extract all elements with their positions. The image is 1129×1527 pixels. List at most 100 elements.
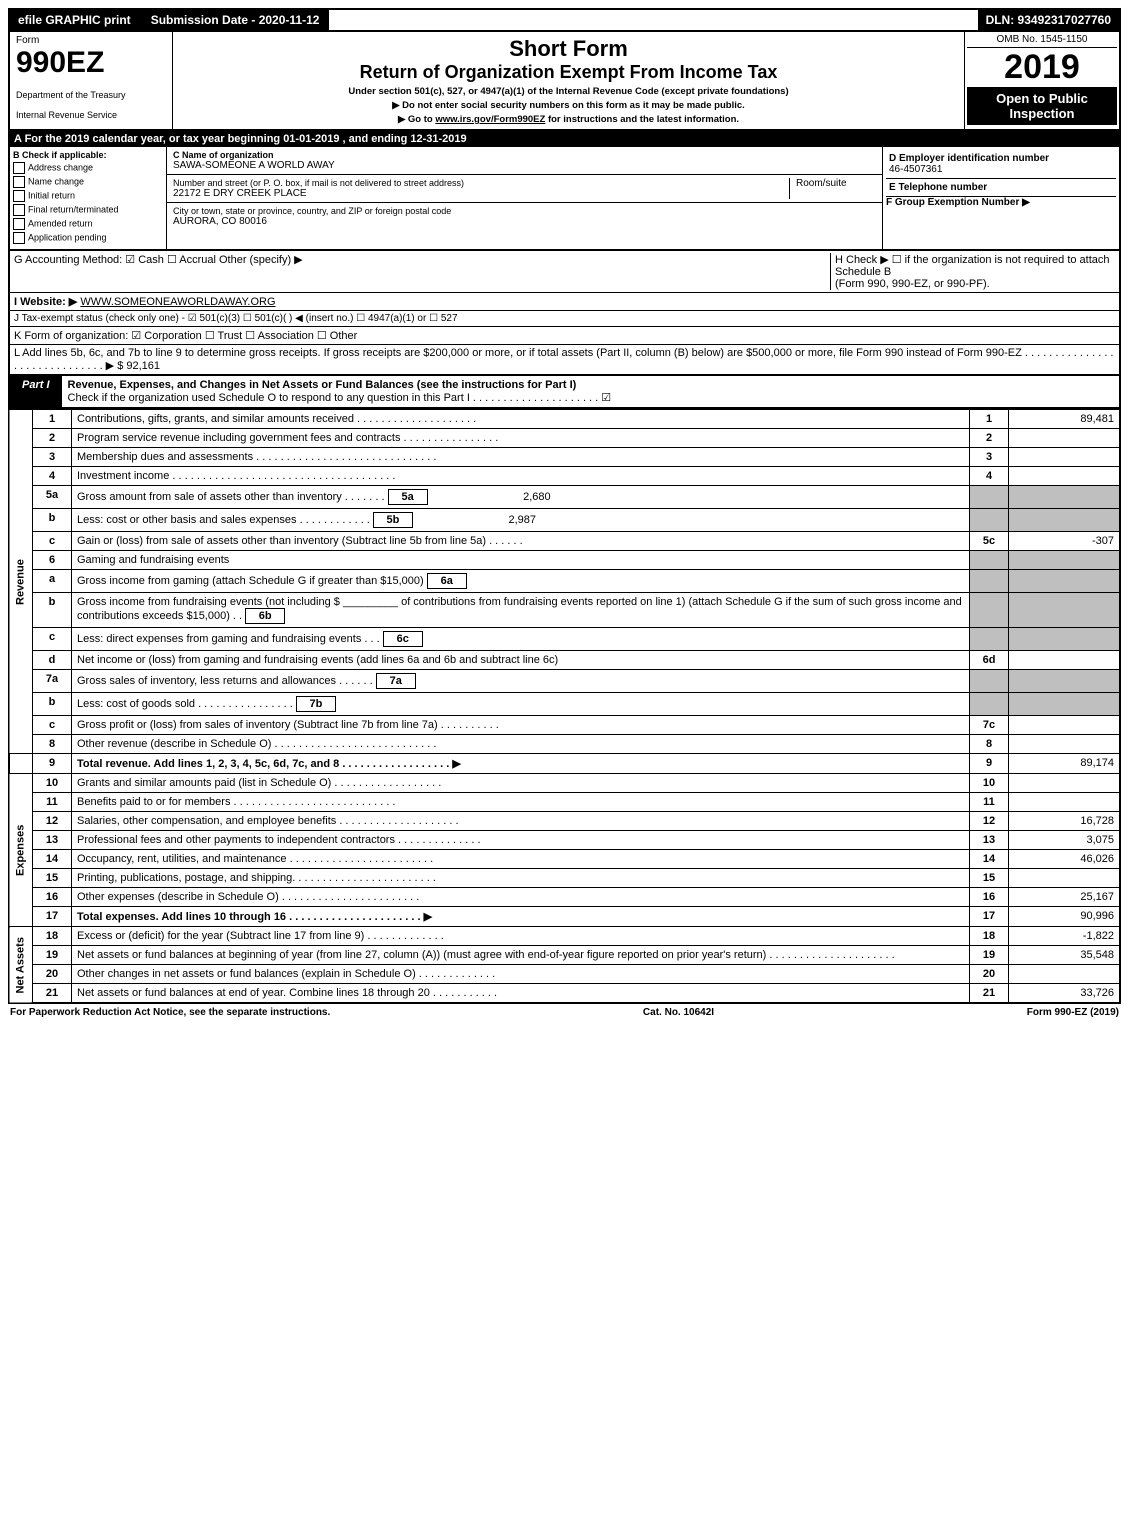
part-I-header: Part I Revenue, Expenses, and Changes in… [8,376,1121,409]
line-G: G Accounting Method: ☑ Cash ☐ Accrual Ot… [14,253,830,290]
F-label: F Group Exemption Number ▶ [886,197,1030,208]
l19-text: Net assets or fund balances at beginning… [72,946,970,965]
l21-rn: 21 [970,984,1009,1004]
efile-print-button[interactable]: efile GRAPHIC print [10,10,141,30]
l5a-num: 5a [33,486,72,509]
opt-final-return[interactable]: Final return/terminated [28,204,119,214]
opt-name-change[interactable]: Name change [28,176,84,186]
l17-num: 17 [33,907,72,927]
revenue-side: Revenue [9,410,33,754]
l14-num: 14 [33,850,72,869]
l6-grey [970,551,1009,570]
l6a-grey2 [1009,570,1121,593]
line-J: J Tax-exempt status (check only one) - ☑… [8,311,1121,327]
l19-rn: 19 [970,946,1009,965]
l13-rn: 13 [970,831,1009,850]
l11-num: 11 [33,793,72,812]
form-header: Form 990EZ Department of the Treasury In… [8,32,1121,131]
l14-val: 46,026 [1009,850,1121,869]
opt-amended[interactable]: Amended return [28,218,93,228]
l20-rn: 20 [970,965,1009,984]
l6a-grey [970,570,1009,593]
irs-label: Internal Revenue Service [16,110,166,120]
l9-rn: 9 [970,754,1009,774]
l6-text: Gaming and fundraising events [72,551,970,570]
l8-val [1009,735,1121,754]
omb-number: OMB No. 1545-1150 [967,34,1117,48]
l5a-grey2 [1009,486,1121,509]
page-footer: For Paperwork Reduction Act Notice, see … [8,1004,1121,1021]
l6-num: 6 [33,551,72,570]
l7c-val [1009,716,1121,735]
title-return: Return of Organization Exempt From Incom… [177,62,960,83]
irs-link[interactable]: www.irs.gov/Form990EZ [435,114,545,125]
l5b-grey [970,509,1009,532]
l21-val: 33,726 [1009,984,1121,1004]
l6c-grey [970,628,1009,651]
l21-text: Net assets or fund balances at end of ye… [72,984,970,1004]
l3-text: Membership dues and assessments . . . . … [72,448,970,467]
l4-val [1009,467,1121,486]
l18-text: Excess or (deficit) for the year (Subtra… [72,927,970,946]
l16-text: Other expenses (describe in Schedule O) … [72,888,970,907]
opt-pending[interactable]: Application pending [28,232,107,242]
entity-block: B Check if applicable: Address change Na… [8,147,1121,251]
l11-rn: 11 [970,793,1009,812]
l5c-text: Gain or (loss) from sale of assets other… [72,532,970,551]
l3-num: 3 [33,448,72,467]
l8-num: 8 [33,735,72,754]
l6b-grey2 [1009,593,1121,628]
line-H-a: H Check ▶ ☐ if the organization is not r… [835,253,1115,278]
l5b-grey2 [1009,509,1121,532]
l8-rn: 8 [970,735,1009,754]
l13-num: 13 [33,831,72,850]
l6c-grey2 [1009,628,1121,651]
l19-num: 19 [33,946,72,965]
l10-val [1009,774,1121,793]
room-suite: Room/suite [789,178,876,199]
line-A: A For the 2019 calendar year, or tax yea… [8,131,1121,147]
l1-num: 1 [33,410,72,429]
l12-text: Salaries, other compensation, and employ… [72,812,970,831]
part-I-label: Part I [10,376,62,407]
l5b-num: b [33,509,72,532]
l14-text: Occupancy, rent, utilities, and maintena… [72,850,970,869]
opt-initial-return[interactable]: Initial return [28,190,75,200]
l6d-val [1009,651,1121,670]
l6b-num: b [33,593,72,628]
l1-rn: 1 [970,410,1009,429]
l20-num: 20 [33,965,72,984]
l2-val [1009,429,1121,448]
l4-text: Investment income . . . . . . . . . . . … [72,467,970,486]
l21-num: 21 [33,984,72,1004]
l5c-num: c [33,532,72,551]
opt-address-change[interactable]: Address change [28,162,93,172]
dln: DLN: 93492317027760 [978,10,1119,30]
l6c-text: Less: direct expenses from gaming and fu… [72,628,970,651]
l4-rn: 4 [970,467,1009,486]
l11-val [1009,793,1121,812]
l18-val: -1,822 [1009,927,1121,946]
l14-rn: 14 [970,850,1009,869]
l7b-grey2 [1009,693,1121,716]
website-link[interactable]: WWW.SOMEONEAWORLDAWAY.ORG [80,296,275,308]
l12-rn: 12 [970,812,1009,831]
form-number: 990EZ [16,46,166,80]
l16-rn: 16 [970,888,1009,907]
l5a-text: Gross amount from sale of assets other t… [72,486,970,509]
l6a-text: Gross income from gaming (attach Schedul… [72,570,970,593]
netassets-side: Net Assets [9,927,33,1004]
org-name: SAWA-SOMEONE A WORLD AWAY [173,160,876,171]
l3-val [1009,448,1121,467]
org-city: AURORA, CO 80016 [173,216,876,227]
l2-text: Program service revenue including govern… [72,429,970,448]
l7c-num: c [33,716,72,735]
l20-text: Other changes in net assets or fund bala… [72,965,970,984]
l1-text: Contributions, gifts, grants, and simila… [72,410,970,429]
l5c-rn: 5c [970,532,1009,551]
l2-rn: 2 [970,429,1009,448]
l13-text: Professional fees and other payments to … [72,831,970,850]
D-label: D Employer identification number [889,153,1049,164]
subtitle-section: Under section 501(c), 527, or 4947(a)(1)… [177,86,960,97]
l18-rn: 18 [970,927,1009,946]
